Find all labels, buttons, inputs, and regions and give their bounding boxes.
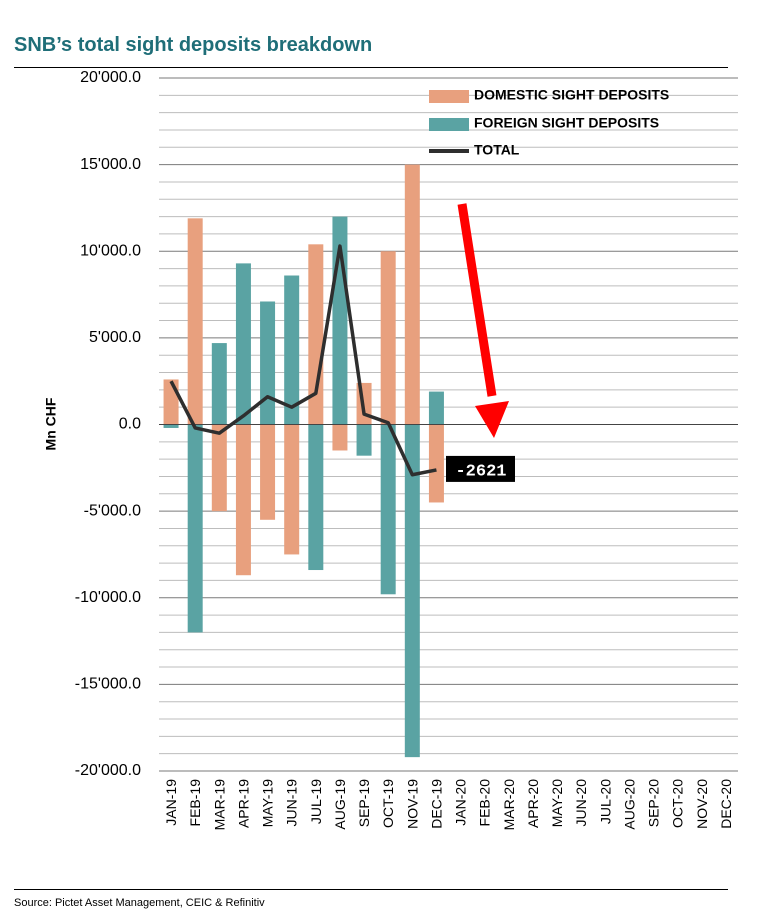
foreign-bar bbox=[163, 424, 179, 428]
legend-label: DOMESTIC SIGHT DEPOSITS bbox=[474, 87, 669, 103]
y-tick-label: 20'000.0 bbox=[80, 69, 141, 86]
x-tick-label: APR-20 bbox=[525, 779, 541, 828]
domestic-bar bbox=[260, 424, 276, 520]
x-tick-label: AUG-20 bbox=[621, 779, 637, 830]
foreign-bar bbox=[284, 275, 300, 425]
page-title: SNB’s total sight deposits breakdown bbox=[14, 34, 373, 56]
x-tick-label: DEC-19 bbox=[428, 779, 444, 829]
x-tick-labels: JAN-19 FEB-19 MAR-19 APR-19 MAY-19 JUN-19 JUL-… bbox=[163, 779, 734, 831]
y-tick-label: 5'000.0 bbox=[89, 329, 141, 346]
x-tick-label: NOV-20 bbox=[694, 779, 710, 829]
x-tick-label: JUN-20 bbox=[573, 779, 589, 827]
arrow-shaft bbox=[457, 203, 497, 397]
y-axis-label: Mn CHF bbox=[43, 397, 59, 450]
domestic-bar bbox=[332, 424, 348, 451]
source-note: Source: Pictet Asset Management, CEIC & … bbox=[14, 897, 265, 909]
top-rule bbox=[14, 67, 728, 68]
x-tick-label: DEC-20 bbox=[718, 779, 734, 829]
foreign-bar bbox=[308, 424, 324, 571]
x-tick-label: JAN-19 bbox=[163, 779, 179, 826]
x-tick-label: MAY-20 bbox=[549, 779, 565, 827]
foreign-bar bbox=[428, 391, 444, 425]
callout-box bbox=[446, 455, 515, 482]
domestic-bar bbox=[428, 424, 444, 503]
x-tick-label: OCT-19 bbox=[380, 779, 396, 828]
x-tick-label: SEP-20 bbox=[646, 779, 662, 827]
x-tick-label: MAY-19 bbox=[260, 779, 276, 827]
domestic-bar bbox=[211, 424, 227, 512]
total-line bbox=[169, 244, 437, 477]
y-tick-label: -10'000.0 bbox=[75, 589, 141, 606]
x-tick-label: NOV-19 bbox=[404, 779, 420, 829]
foreign-bar bbox=[380, 424, 396, 595]
domestic-bar bbox=[235, 424, 251, 576]
x-tick-label: SEP-19 bbox=[356, 779, 372, 827]
foreign-bar bbox=[260, 301, 276, 425]
x-tick-label: JUN-19 bbox=[284, 779, 300, 827]
domestic-bar bbox=[380, 251, 396, 425]
red-arrow bbox=[457, 203, 509, 438]
x-tick-label: MAR-19 bbox=[211, 779, 227, 831]
x-tick-label: JAN-20 bbox=[453, 779, 469, 826]
y-tick-label: 15'000.0 bbox=[80, 156, 141, 173]
domestic-bar bbox=[404, 164, 420, 425]
y-tick-label: -5'000.0 bbox=[84, 502, 141, 519]
foreign-bar bbox=[211, 343, 227, 425]
callout: -2621 bbox=[446, 455, 515, 482]
legend-label: TOTAL bbox=[474, 142, 520, 158]
x-tick-label: MAR-20 bbox=[501, 779, 517, 831]
bottom-rule bbox=[14, 889, 728, 890]
foreign-bar bbox=[404, 424, 420, 758]
domestic-bar bbox=[187, 218, 203, 425]
x-tick-label: OCT-20 bbox=[670, 779, 686, 828]
foreign-bar bbox=[187, 424, 203, 633]
arrow-head bbox=[475, 401, 509, 438]
x-tick-label: JUL-20 bbox=[597, 779, 613, 824]
x-tick-label: FEB-20 bbox=[477, 779, 493, 827]
x-tick-label: AUG-19 bbox=[332, 779, 348, 830]
total-series-line bbox=[169, 244, 437, 477]
y-tick-label: -20'000.0 bbox=[75, 762, 141, 779]
x-tick-label: JUL-19 bbox=[308, 779, 324, 824]
y-tick-label: 0.0 bbox=[119, 416, 141, 433]
foreign-legend-swatch bbox=[429, 118, 469, 131]
bars bbox=[163, 164, 444, 758]
y-tick-labels: 20'000.0 15'000.0 10'000.0 5'000.0 0.0 -5'000… bbox=[75, 69, 141, 779]
y-tick-label: -15'000.0 bbox=[75, 676, 141, 693]
x-tick-label: APR-19 bbox=[235, 779, 251, 828]
domestic-bar bbox=[163, 379, 179, 425]
domestic-bar bbox=[284, 424, 300, 555]
foreign-bar bbox=[235, 263, 251, 425]
legend: DOMESTIC SIGHT DEPOSITS FOREIGN SIGHT DEP… bbox=[429, 87, 669, 158]
callout-label: -2621 bbox=[455, 462, 506, 481]
foreign-bar bbox=[356, 424, 372, 456]
domestic-legend-swatch bbox=[429, 90, 469, 103]
y-tick-label: 10'000.0 bbox=[80, 242, 141, 259]
x-tick-label: FEB-19 bbox=[187, 779, 203, 827]
legend-label: FOREIGN SIGHT DEPOSITS bbox=[474, 115, 659, 131]
